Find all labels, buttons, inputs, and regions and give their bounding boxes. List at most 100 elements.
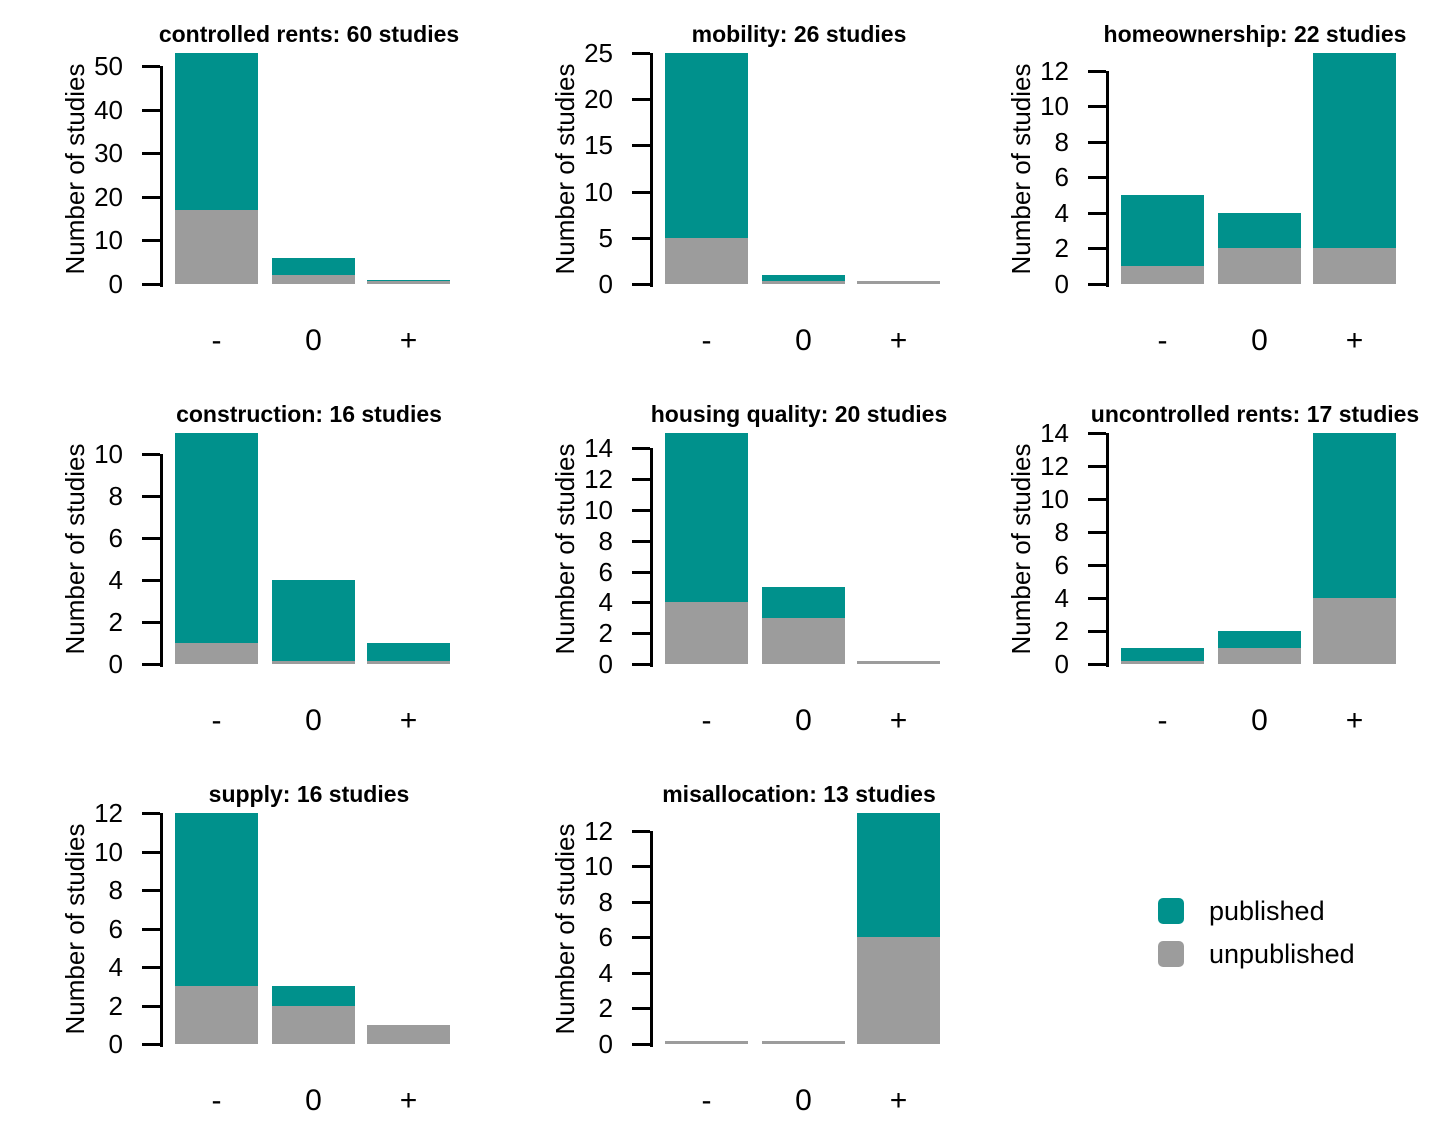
y-axis-tick-label: 50 bbox=[94, 51, 123, 82]
y-axis-tick-label: 5 bbox=[598, 222, 613, 253]
bar-segment-published bbox=[272, 257, 355, 276]
x-category-label: + bbox=[1345, 704, 1364, 737]
bar-segment-unpublished bbox=[1313, 598, 1396, 664]
bar-segment-unpublished bbox=[175, 986, 258, 1044]
y-axis-tick bbox=[142, 1004, 160, 1008]
bar-segment-published bbox=[1121, 647, 1204, 664]
y-axis-tick-label: 0 bbox=[1054, 269, 1069, 299]
bar-baseline-unpublished-edge bbox=[1218, 281, 1301, 284]
x-category-label: - bbox=[1157, 324, 1168, 357]
y-axis-tick bbox=[142, 621, 160, 624]
y-axis-line bbox=[650, 830, 653, 1047]
x-category-label: + bbox=[399, 704, 418, 737]
y-axis-tick-label: 6 bbox=[1054, 550, 1069, 580]
y-axis-tick bbox=[1088, 105, 1106, 109]
y-axis-tick bbox=[142, 889, 160, 892]
y-axis-tick-label: 2 bbox=[108, 607, 123, 637]
y-axis-tick bbox=[632, 570, 650, 574]
panel-construction: construction: 16 studies Number of studie… bbox=[0, 380, 490, 760]
bar-segment-unpublished bbox=[272, 275, 355, 284]
y-axis-tick-label: 0 bbox=[598, 649, 613, 679]
y-axis-tick-label: 0 bbox=[108, 1029, 123, 1059]
x-category-label: - bbox=[211, 324, 222, 357]
bar-segment-published bbox=[367, 643, 450, 664]
y-axis-tick-label: 0 bbox=[1054, 649, 1069, 679]
y-axis-tick-label: 2 bbox=[1054, 233, 1069, 264]
y-axis-tick-label: 8 bbox=[598, 525, 613, 556]
x-category-label: 0 bbox=[305, 1084, 322, 1117]
bar-baseline-unpublished-edge bbox=[665, 661, 748, 664]
bar-segment-unpublished bbox=[665, 602, 748, 664]
y-axis-line bbox=[650, 448, 653, 667]
y-axis-tick bbox=[632, 509, 650, 512]
bar-segment-published bbox=[1218, 631, 1301, 648]
y-axis-tick-label: 10 bbox=[584, 495, 613, 525]
y-axis-tick bbox=[632, 936, 650, 940]
x-category-label: 0 bbox=[795, 704, 812, 737]
y-axis-tick-label: 2 bbox=[108, 990, 123, 1021]
panel-title: uncontrolled rents: 17 studies bbox=[1090, 401, 1420, 427]
x-category-label: + bbox=[889, 324, 908, 357]
panel-title: housing quality: 20 studies bbox=[650, 401, 948, 427]
bar-baseline-unpublished-edge bbox=[175, 281, 258, 284]
y-axis-tick-label: 8 bbox=[1054, 517, 1069, 547]
y-axis-tick bbox=[632, 663, 650, 666]
y-axis-tick-label: 12 bbox=[1040, 55, 1069, 86]
y-axis-line bbox=[650, 53, 653, 287]
bar-segment-published bbox=[175, 433, 258, 643]
y-axis-tick bbox=[1088, 531, 1106, 534]
x-category-label: - bbox=[211, 1084, 222, 1117]
x-category-label: + bbox=[399, 324, 418, 357]
y-axis-tick-label: 4 bbox=[1054, 583, 1069, 613]
bar-baseline-unpublished-edge bbox=[857, 281, 940, 284]
bar-segment-unpublished bbox=[1218, 647, 1301, 664]
y-axis-tick bbox=[632, 98, 650, 102]
panel-title: construction: 16 studies bbox=[176, 401, 442, 427]
bar-segment-unpublished bbox=[665, 237, 748, 284]
y-axis-tick bbox=[1088, 432, 1106, 435]
bar-segment-published bbox=[272, 986, 355, 1006]
x-category-label: + bbox=[1345, 324, 1364, 357]
bar-segment-unpublished bbox=[857, 937, 940, 1044]
panel-title: supply: 16 studies bbox=[208, 781, 410, 807]
y-axis-tick bbox=[142, 663, 160, 666]
y-axis-tick-label: 8 bbox=[1054, 126, 1069, 157]
y-axis-tick bbox=[1088, 247, 1106, 251]
y-axis-tick bbox=[632, 829, 650, 833]
bar-segment-unpublished bbox=[175, 643, 258, 664]
y-axis-tick-label: 0 bbox=[598, 269, 613, 299]
y-axis-tick-label: 40 bbox=[94, 94, 123, 125]
y-axis-tick-label: 6 bbox=[598, 556, 613, 587]
y-axis-tick bbox=[142, 812, 160, 815]
y-axis-tick bbox=[632, 236, 650, 240]
y-axis-tick-label: 2 bbox=[598, 993, 613, 1024]
panel-supply: supply: 16 studies Number of studies 0 2 4 6 8… bbox=[0, 760, 490, 1126]
bar-baseline-unpublished-edge bbox=[762, 661, 845, 664]
y-axis-tick bbox=[632, 190, 650, 194]
y-axis-tick bbox=[1088, 465, 1106, 468]
bar-segment-published bbox=[1313, 433, 1396, 598]
y-axis-tick-label: 6 bbox=[108, 523, 123, 553]
x-category-label: + bbox=[889, 704, 908, 737]
x-category-label: - bbox=[211, 704, 222, 737]
y-axis-tick-label: 8 bbox=[108, 481, 123, 511]
y-axis-tick-label: 4 bbox=[108, 565, 123, 595]
y-axis-tick-label: 8 bbox=[598, 886, 613, 917]
bar-baseline-unpublished-edge bbox=[762, 1041, 845, 1044]
bar-baseline-unpublished-edge bbox=[1121, 661, 1204, 664]
bar-baseline-unpublished-edge bbox=[857, 1041, 940, 1044]
bar-segment-published bbox=[175, 813, 258, 987]
y-axis-tick-label: 15 bbox=[584, 130, 613, 161]
bar-segment-published bbox=[762, 587, 845, 618]
panel-controlled-rents: controlled rents: 60 studies Number of st… bbox=[0, 0, 490, 380]
bar-segment-unpublished bbox=[1121, 266, 1204, 284]
y-axis-tick bbox=[1088, 663, 1106, 666]
y-axis-tick-label: 12 bbox=[584, 815, 613, 846]
bar-segment-published bbox=[272, 580, 355, 664]
bar-segment-published bbox=[762, 274, 845, 284]
y-axis-tick-label: 4 bbox=[108, 952, 123, 982]
y-axis-tick-label: 20 bbox=[94, 181, 123, 212]
y-axis-tick-label: 10 bbox=[94, 836, 123, 867]
panel-homeownership: homeownership: 22 studies Number of studi… bbox=[980, 0, 1456, 380]
y-axis-tick bbox=[142, 1043, 160, 1046]
